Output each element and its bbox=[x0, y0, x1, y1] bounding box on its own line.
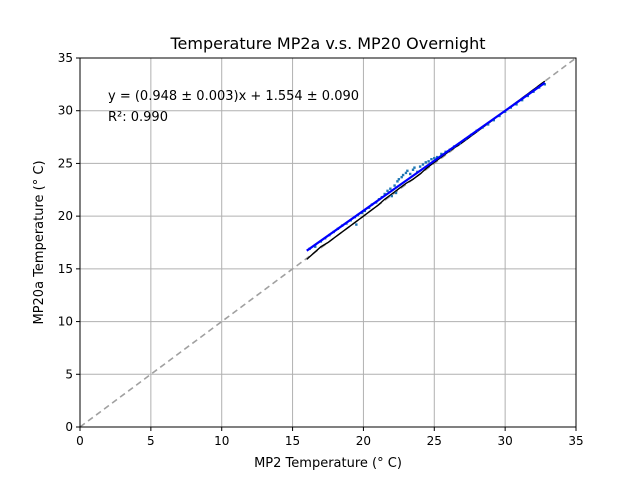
plot-area bbox=[79, 57, 577, 428]
x-tick-label: 25 bbox=[427, 434, 442, 448]
x-tick-label: 5 bbox=[147, 434, 155, 448]
scatter-point bbox=[515, 103, 518, 106]
scatter-point bbox=[418, 165, 422, 168]
y-tick-label: 20 bbox=[58, 209, 73, 223]
scatter-point bbox=[520, 98, 524, 102]
y-tick-label: 0 bbox=[65, 420, 73, 434]
scatter-point bbox=[400, 175, 403, 179]
scatter-point bbox=[435, 155, 439, 159]
x-tick-label: 15 bbox=[285, 434, 300, 448]
axis-ticks: 0 5 10 15 20 25 30 35 0 5 10 15 20 25 30 35 bbox=[58, 51, 584, 448]
scatter-point bbox=[440, 152, 443, 156]
y-tick-label: 15 bbox=[58, 262, 73, 276]
scatter-point bbox=[406, 169, 409, 173]
scatter-point bbox=[433, 156, 436, 160]
scatter-point bbox=[386, 189, 389, 193]
scatter-point bbox=[543, 83, 547, 86]
scatter-point bbox=[430, 158, 433, 161]
y-tick-label: 35 bbox=[58, 51, 73, 65]
scatter-point bbox=[492, 119, 496, 122]
scatter-point bbox=[413, 166, 416, 169]
x-tick-label: 30 bbox=[498, 434, 513, 448]
grid bbox=[80, 58, 576, 427]
scatter-point bbox=[411, 168, 415, 171]
scatter-point bbox=[314, 245, 317, 248]
scatter-point bbox=[390, 194, 393, 198]
y-tick-label: 5 bbox=[65, 367, 73, 381]
x-tick-label: 20 bbox=[356, 434, 371, 448]
scatter-point bbox=[394, 191, 398, 195]
scatter-point bbox=[393, 184, 396, 187]
x-axis-label: MP2 Temperature (° C) bbox=[254, 456, 402, 471]
scatter-point bbox=[396, 180, 399, 183]
x-tick-label: 35 bbox=[568, 434, 583, 448]
scatter-point bbox=[408, 172, 412, 176]
y-tick-label: 30 bbox=[58, 104, 73, 118]
scatter-point bbox=[397, 178, 401, 181]
scatter-point bbox=[401, 173, 405, 177]
scatter-point bbox=[427, 160, 430, 163]
axes-frame bbox=[79, 57, 577, 428]
x-tick-label: 0 bbox=[76, 434, 84, 448]
scatter-point bbox=[424, 161, 427, 164]
scatter-point bbox=[421, 163, 425, 166]
scatter-point bbox=[383, 192, 386, 196]
r-squared-annotation: R²: 0.990 bbox=[108, 110, 168, 125]
y-axis-label: MP20a Temperature (° C) bbox=[32, 160, 47, 324]
scatter-point bbox=[355, 223, 358, 226]
fit-equation-annotation: y = (0.948 ± 0.003)x + 1.554 ± 0.090 bbox=[108, 89, 359, 104]
fit-line bbox=[306, 81, 546, 252]
chart-title: Temperature MP2a v.s. MP20 Overnight bbox=[169, 34, 485, 53]
scatter-point bbox=[486, 123, 490, 126]
y-tick-label: 25 bbox=[58, 156, 73, 170]
scatter-point bbox=[389, 187, 392, 190]
x-tick-label: 10 bbox=[214, 434, 229, 448]
scatter-point bbox=[404, 171, 408, 175]
y-tick-label: 10 bbox=[58, 315, 73, 329]
